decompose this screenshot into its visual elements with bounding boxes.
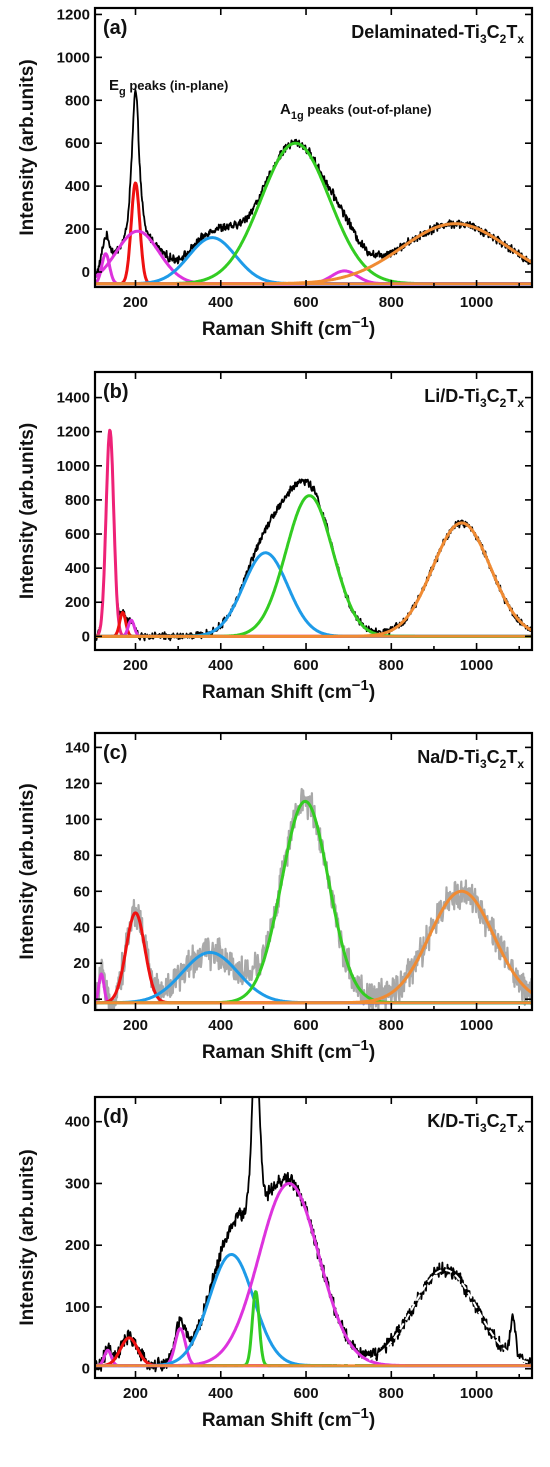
y-axis-title: Intensity (arb.units)	[17, 1149, 38, 1325]
y-tick-label: 600	[65, 135, 90, 152]
fit-component-pink-1	[95, 428, 532, 638]
sample-name-label: Li/D-Ti3C2Tx	[424, 386, 524, 410]
fit-component-red-2	[95, 611, 532, 638]
y-axis-title: Intensity (arb.units)	[17, 423, 38, 599]
y-tick-label: 400	[65, 178, 90, 195]
x-tick-label: 800	[379, 1385, 404, 1402]
y-tick-label: 0	[82, 991, 90, 1008]
y-tick-label: 100	[65, 811, 90, 828]
x-tick-label: 600	[294, 1017, 319, 1034]
y-tick-label: 400	[65, 560, 90, 577]
y-tick-label: 140	[65, 739, 90, 756]
fit-component-green-5	[95, 141, 532, 286]
y-tick-label: 300	[65, 1175, 90, 1192]
x-tick-label: 400	[208, 1385, 233, 1402]
raw-spectrum-line	[95, 89, 532, 278]
x-tick-label: 800	[379, 1017, 404, 1034]
panel-label: (a)	[103, 17, 127, 39]
plot-frame	[93, 1095, 534, 1380]
curves-group	[95, 787, 532, 1010]
y-axis-title: Intensity (arb.units)	[17, 59, 38, 235]
chart-panel-2: 200 400 600 800 1000 0 200 400 600 800 1000 1200 140…	[17, 370, 534, 703]
chart-panel-3: 200 400 600 800 1000 0 20 40 60 80 100 120 140 Intens…	[17, 731, 534, 1063]
fit-component-white_dash-7	[95, 1268, 532, 1367]
x-tick-label: 1000	[460, 657, 493, 674]
y-tick-label: 800	[65, 492, 90, 509]
panel-label: (b)	[103, 381, 129, 403]
sample-name-label: K/D-Ti3C2Tx	[427, 1111, 524, 1135]
y-tick-label: 400	[65, 1114, 90, 1131]
y-tick-label: 0	[82, 628, 90, 645]
y-tick-label: 60	[73, 883, 90, 900]
y-tick-label: 200	[65, 594, 90, 611]
x-tick-label: 200	[123, 294, 148, 311]
peak-annotation-1: Eg peaks (in-plane)	[109, 77, 228, 98]
raw-spectrum-line	[95, 429, 532, 642]
peak-annotation-2: A1g peaks (out-of-plane)	[280, 101, 432, 122]
y-tick-label: 100	[65, 1299, 90, 1316]
sample-name-label: Na/D-Ti3C2Tx	[417, 747, 524, 771]
plot-frame	[93, 731, 534, 1012]
y-tick-label: 1000	[57, 49, 90, 66]
fit-component-magenta-6	[95, 1182, 532, 1368]
y-tick-label: 40	[73, 919, 90, 936]
y-tick-label: 0	[82, 1361, 90, 1378]
y-tick-label: 1000	[57, 458, 90, 475]
x-tick-label: 400	[208, 1017, 233, 1034]
x-tick-label: 800	[379, 657, 404, 674]
curves-group	[95, 1097, 532, 1373]
y-tick-label: 200	[65, 1237, 90, 1254]
y-tick-label: 1200	[57, 6, 90, 23]
fit-component-green-5	[95, 1290, 532, 1368]
y-axis-title: Intensity (arb.units)	[17, 783, 38, 959]
x-tick-label: 1000	[460, 294, 493, 311]
curves-group	[95, 428, 532, 642]
y-tick-label: 1400	[57, 390, 90, 407]
y-tick-label: 120	[65, 775, 90, 792]
x-axis-title: Raman Shift (cm−1)	[202, 677, 375, 703]
chart-panel-4: 200 400 600 800 1000 0 100 200 300 400 Intensity (…	[17, 1095, 534, 1431]
y-tick-label: 0	[82, 264, 90, 281]
plot-frame	[93, 370, 534, 652]
chart-panel-1: 200 400 600 800 1000 0 200 400 600 800 1000 1200 Int…	[17, 6, 534, 340]
y-tick-label: 80	[73, 847, 90, 864]
x-tick-label: 200	[123, 1385, 148, 1402]
panel-label: (c)	[103, 742, 127, 764]
x-axis-title: Raman Shift (cm−1)	[202, 1037, 375, 1063]
x-tick-label: 200	[123, 1017, 148, 1034]
panel-label: (d)	[103, 1106, 129, 1128]
x-tick-label: 1000	[460, 1385, 493, 1402]
x-tick-label: 1000	[460, 1017, 493, 1034]
fit-component-red-2	[95, 1336, 532, 1368]
raw-spectrum-line	[95, 1097, 532, 1373]
plot-frame	[93, 6, 534, 289]
fit-component-orange-6	[95, 521, 532, 638]
x-tick-label: 600	[294, 657, 319, 674]
y-tick-label: 200	[65, 221, 90, 238]
x-tick-label: 200	[123, 657, 148, 674]
fit-component-blue-4	[95, 236, 532, 286]
x-axis-title: Raman Shift (cm−1)	[202, 314, 375, 340]
y-tick-label: 600	[65, 526, 90, 543]
x-tick-label: 600	[294, 1385, 319, 1402]
x-tick-label: 400	[208, 294, 233, 311]
y-tick-label: 800	[65, 92, 90, 109]
sample-name-label: Delaminated-Ti3C2Tx	[351, 22, 524, 46]
y-tick-label: 20	[73, 955, 90, 972]
x-axis-title: Raman Shift (cm−1)	[202, 1405, 375, 1431]
fit-component-magenta-3	[95, 1327, 532, 1368]
x-tick-label: 600	[294, 294, 319, 311]
fit-component-green-5	[95, 494, 532, 638]
fit-component-magenta-3	[95, 229, 532, 286]
curves-group	[95, 89, 532, 286]
x-tick-label: 800	[379, 294, 404, 311]
fit-component-red-2	[95, 181, 532, 286]
fit-component-blue-4	[95, 1253, 532, 1368]
fit-component-blue-4	[95, 551, 532, 638]
x-tick-label: 400	[208, 657, 233, 674]
raw-spectrum-line	[95, 787, 532, 1010]
y-tick-label: 1200	[57, 424, 90, 441]
